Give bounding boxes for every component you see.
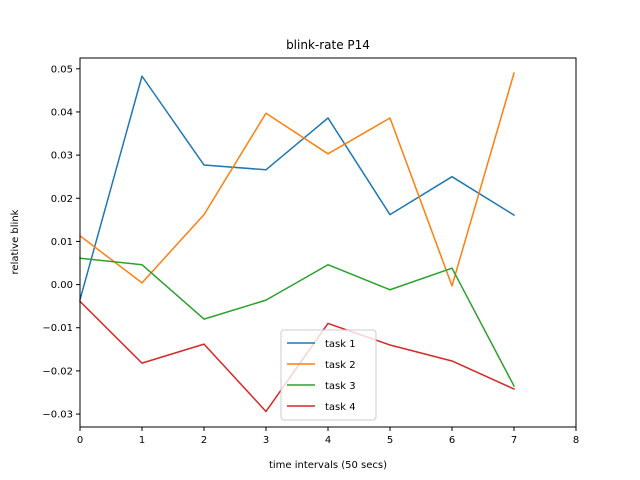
x-tick-label: 7 — [511, 435, 517, 446]
y-axis-label: relative blink — [10, 209, 21, 274]
series-line-task-3 — [79, 257, 516, 388]
y-tick-label: −0.02 — [42, 366, 73, 377]
legend-label: task 1 — [325, 339, 356, 350]
legend-label: task 4 — [325, 402, 356, 413]
legend: task 1 task 2 task 3 task 4 — [280, 329, 377, 421]
x-tick-label: 1 — [139, 435, 145, 446]
x-tick-label: 3 — [263, 435, 269, 446]
x-axis: 0 1 2 3 4 5 6 7 8 — [77, 427, 579, 446]
x-tick-label: 5 — [387, 435, 393, 446]
x-tick-label: 6 — [449, 435, 455, 446]
y-tick-label: 0.02 — [51, 194, 73, 205]
y-tick-label: 0.00 — [51, 280, 73, 291]
x-tick-label: 0 — [77, 435, 83, 446]
y-tick-label: −0.03 — [42, 410, 73, 421]
y-tick-label: −0.01 — [42, 323, 73, 334]
chart-title: blink-rate P14 — [286, 38, 370, 52]
series-line-task-2 — [78, 72, 515, 287]
legend-box — [280, 329, 377, 421]
y-tick-label: 0.03 — [51, 151, 73, 162]
y-tick-label: 0.01 — [51, 237, 73, 248]
x-tick-label: 4 — [325, 435, 331, 446]
x-tick-label: 8 — [573, 435, 579, 446]
legend-label: task 2 — [325, 360, 356, 371]
y-tick-label: 0.04 — [51, 107, 73, 118]
x-tick-label: 2 — [201, 435, 207, 446]
y-axis: −0.03 −0.02 −0.01 0.00 0.01 0.02 0.03 0.04 0.05 — [42, 64, 80, 421]
legend-label: task 3 — [325, 381, 356, 392]
y-tick-label: 0.05 — [51, 64, 73, 75]
series-line-task-1 — [79, 75, 516, 301]
x-axis-label: time intervals (50 secs) — [269, 460, 387, 471]
